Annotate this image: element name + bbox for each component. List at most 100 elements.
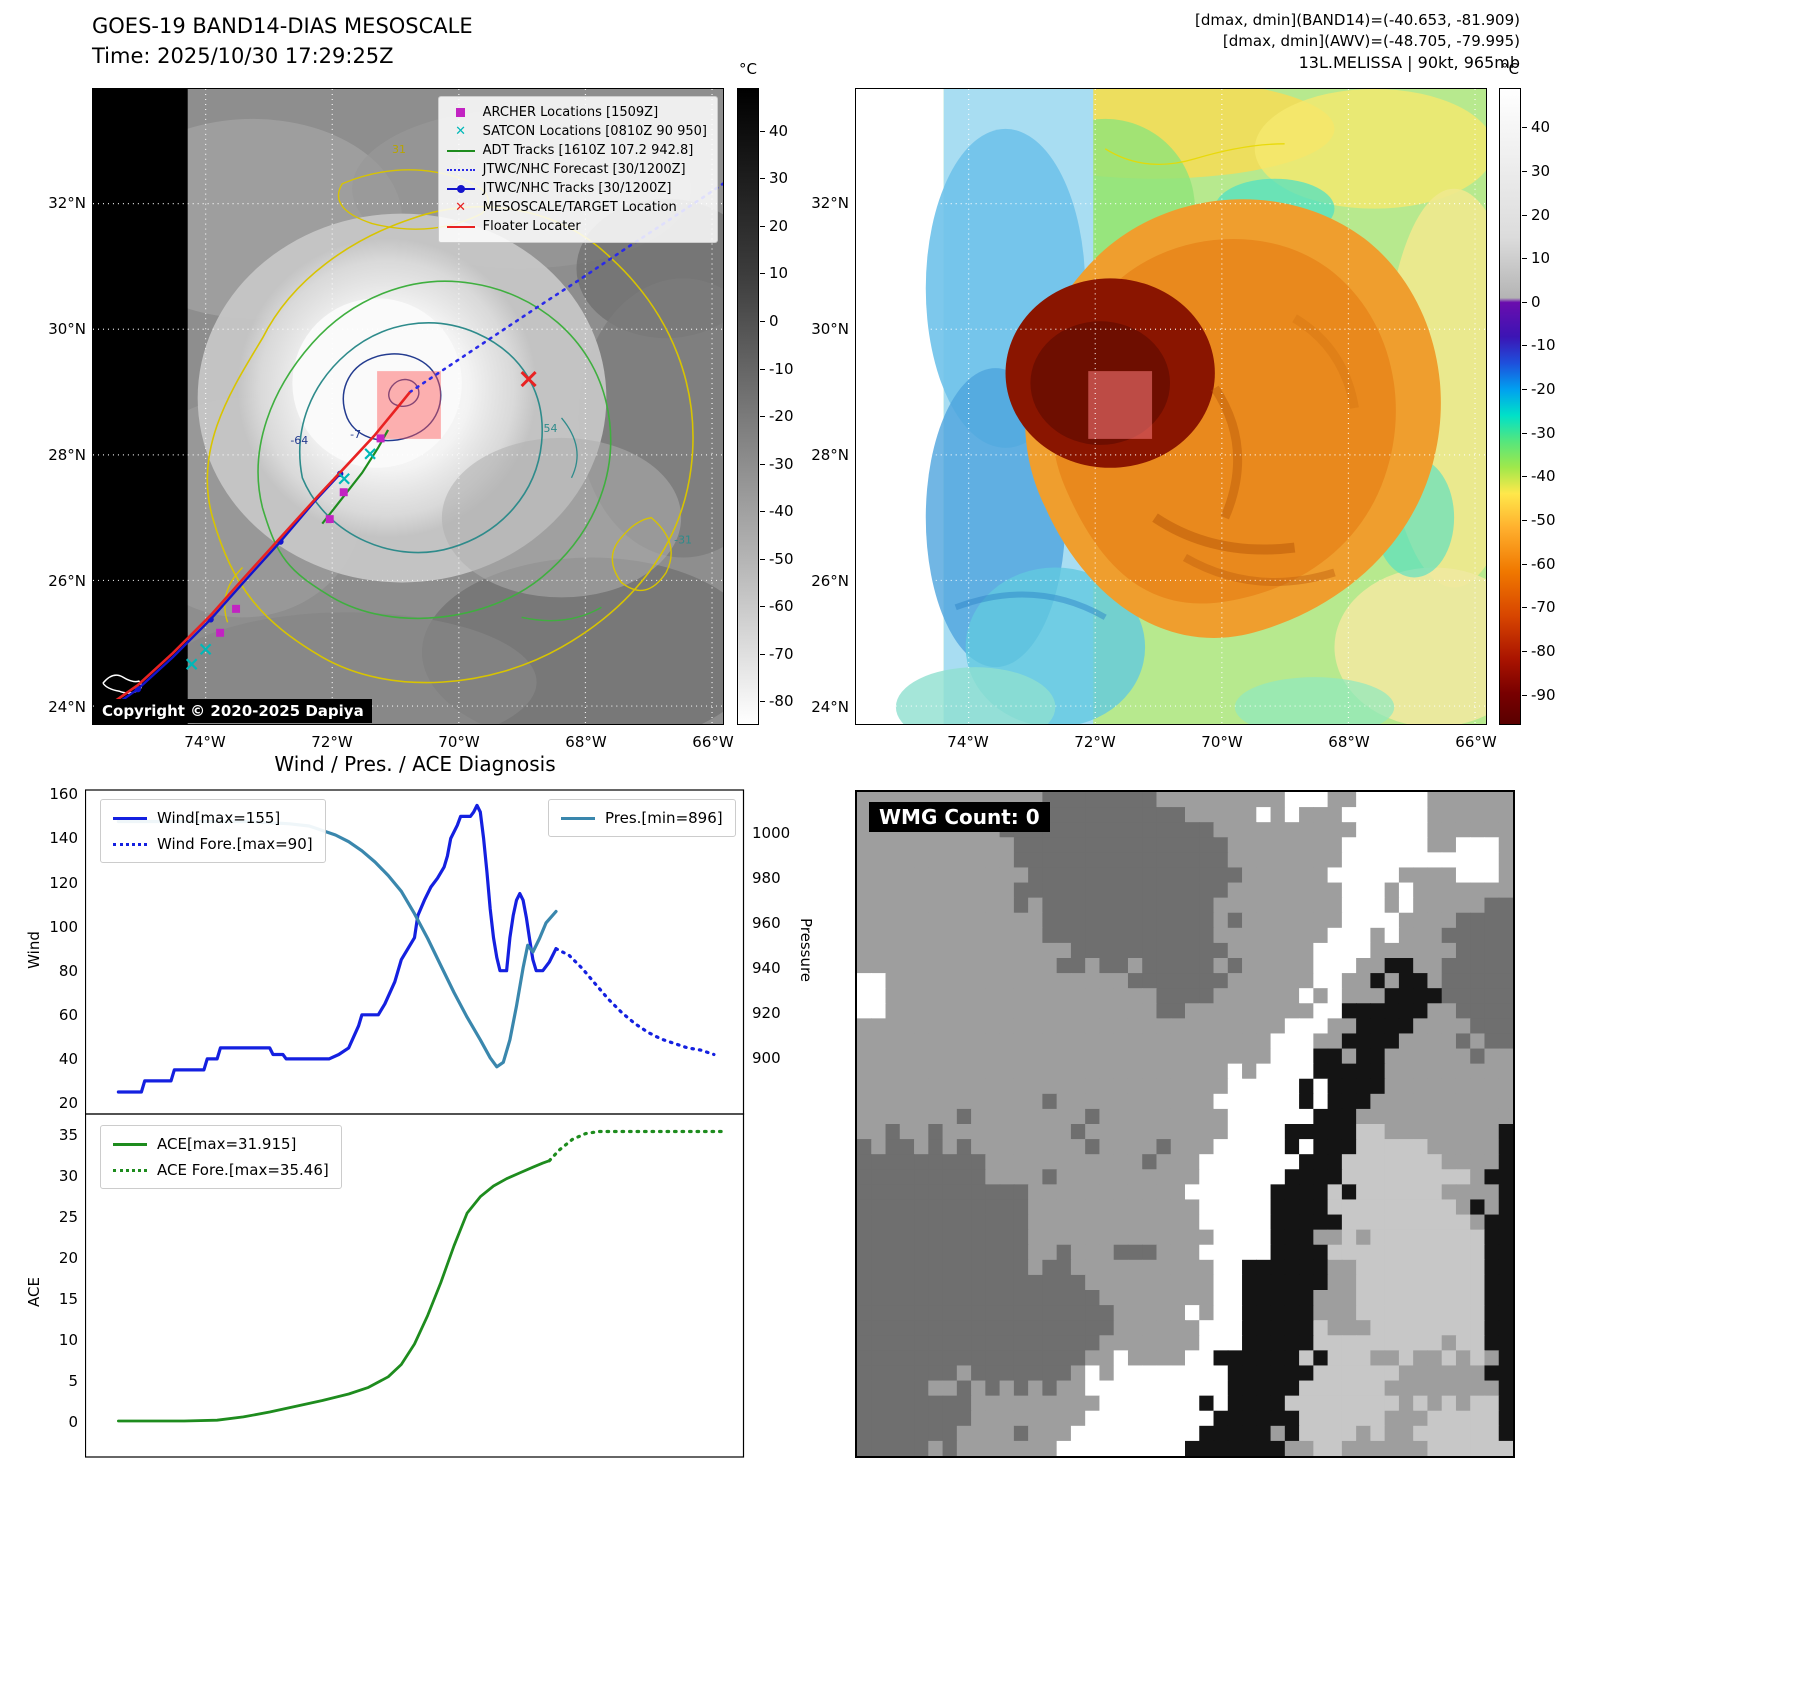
lat-tick-label: 32°N	[48, 194, 86, 212]
colorbar-tick-mark	[760, 511, 765, 513]
ace-legend: ACE[max=31.915] ACE Fore.[max=35.46]	[100, 1125, 342, 1189]
line-marker-icon	[446, 149, 475, 152]
colorbar-tick-label: -60	[769, 597, 794, 616]
awv-colorbar: °C 40 30 20 10 0 -10 -20 -30 -40 -50 -60 -70 -80 -90	[1499, 60, 1589, 725]
archer-marker	[232, 604, 241, 613]
colorbar-tick-mark	[760, 178, 765, 180]
colorbar-unit-label: °C	[1501, 60, 1519, 78]
wmg-panel: WMG Count: 0	[855, 790, 1515, 1458]
lon-tick-label: 66°W	[1455, 733, 1497, 751]
colorbar-tick-label: 0	[769, 311, 779, 330]
legend-marker-x: ✕	[443, 201, 479, 214]
colorbar-tick-mark	[760, 368, 765, 370]
colorbar-tick-label: 40	[1531, 118, 1551, 137]
lon-tick-label: 72°W	[311, 733, 353, 751]
legend-marker-line	[443, 225, 479, 228]
colorbar-tick-mark	[760, 701, 765, 703]
contour-label: -7	[350, 428, 361, 441]
line-marker-icon	[446, 225, 475, 228]
lon-tick-label: 70°W	[438, 733, 480, 751]
colorbar-tick-label: -70	[1531, 598, 1556, 617]
wind-legend: Wind[max=155] Wind Fore.[max=90]	[100, 799, 326, 863]
colorbar-tick-label: -50	[1531, 510, 1556, 529]
archer-marker	[339, 488, 348, 497]
ir-imagery	[856, 89, 1486, 724]
legend-marker-line-dot	[443, 184, 479, 193]
legend-item: Floater Locater	[443, 217, 707, 236]
lat-tick-label: 24°N	[48, 698, 86, 716]
colorbar-tick-mark	[1522, 170, 1527, 172]
x-marker-icon: ✕	[455, 124, 467, 139]
colorbar-tick-label: -30	[769, 454, 794, 473]
lat-tick-label: 24°N	[811, 698, 849, 716]
archer-marker	[216, 628, 225, 637]
pressure-tick-label: 920	[752, 1003, 781, 1022]
wind-tick-label: 160	[49, 785, 78, 804]
colorbar-tick-mark	[1522, 127, 1527, 129]
satcon-marker	[185, 658, 198, 670]
colorbar-tick-label: -50	[769, 549, 794, 568]
colorbar-tick-label: -70	[769, 644, 794, 663]
wind-axis-label: Wind	[25, 931, 43, 969]
contour-labels: -64 -7 54 -31 31	[290, 143, 692, 547]
wind-tick-label: 40	[58, 1049, 78, 1068]
chart-title: Wind / Pres. / ACE Diagnosis	[274, 752, 556, 776]
target-x-marker	[520, 371, 537, 388]
ace-axes-box	[85, 1113, 745, 1458]
storm-id-intensity: 13L.MELISSA | 90kt, 965mb	[1298, 53, 1520, 72]
legend-marker-x: ✕	[443, 125, 479, 138]
legend-item-label: Floater Locater	[482, 219, 581, 234]
legend-item-label: JTWC/NHC Forecast [30/1200Z]	[482, 162, 686, 177]
legend-entry-label: Wind[max=155]	[157, 809, 281, 827]
lat-tick-label: 30°N	[811, 320, 849, 338]
colorbar-tick-mark	[760, 416, 765, 417]
lon-tick-label: 70°W	[1201, 733, 1243, 751]
colorbar-tick-label: 10	[1531, 249, 1551, 268]
colorbar-tick-label: -80	[769, 692, 794, 711]
colorbar-tick-label: -20	[769, 407, 794, 425]
colorbar-tick-mark	[760, 558, 765, 560]
panel-title: GOES-19 BAND14-DIAS MESOSCALE	[92, 14, 473, 38]
legend-item: ✕ MESOSCALE/TARGET Location	[443, 198, 707, 217]
wind-pres-ace-chart	[85, 789, 745, 1458]
legend-entry: Pres.[min=896]	[561, 805, 723, 831]
legend-item-label: JTWC/NHC Tracks [30/1200Z]	[482, 181, 672, 196]
pressure-legend: Pres.[min=896]	[548, 799, 736, 837]
awv-map	[855, 88, 1487, 725]
colorbar-tick-mark	[1522, 563, 1527, 565]
legend-entry: ACE Fore.[max=35.46]	[113, 1157, 329, 1183]
contour-label: 31	[392, 143, 406, 156]
storm-stats-header: [dmax, dmin](BAND14)=(-40.653, -81.909) …	[1195, 10, 1520, 73]
colorbar-tick-mark	[1522, 607, 1527, 609]
colorbar-tick-mark	[760, 463, 765, 465]
lon-tick-label: 74°W	[947, 733, 989, 751]
wind-tick-label: 80	[58, 961, 78, 980]
legend-item-label: MESOSCALE/TARGET Location	[482, 200, 677, 215]
legend-item: JTWC/NHC Forecast [30/1200Z]	[443, 160, 707, 179]
legend-marker-square	[443, 108, 479, 117]
wind-tick-label: 60	[58, 1005, 78, 1024]
legend-entry: ACE[max=31.915]	[113, 1131, 329, 1157]
line-dot-marker-icon	[446, 184, 475, 193]
colorbar-tick-label: -90	[1531, 685, 1556, 704]
lon-tick-label: 66°W	[692, 733, 734, 751]
lat-tick-label: 30°N	[48, 320, 86, 338]
legend-line-sample	[113, 1168, 147, 1172]
lon-tick-label: 68°W	[1328, 733, 1370, 751]
x-marker-icon: ✕	[455, 200, 467, 215]
lon-tick-label: 72°W	[1074, 733, 1116, 751]
pressure-axis-label: Pressure	[797, 917, 815, 983]
colorbar-tick-mark	[760, 130, 765, 132]
map-legend: ARCHER Locations [1509Z] ✕ SATCON Location…	[437, 96, 718, 243]
dot	[456, 184, 465, 193]
colorbar-tick-label: 10	[769, 264, 789, 283]
colorbar-tick-label: -10	[1531, 336, 1556, 355]
legend-item-label: ARCHER Locations [1509Z]	[482, 105, 659, 120]
ace-tick-label: 30	[58, 1167, 78, 1186]
series-Wind[max=155]	[116, 803, 558, 1094]
band14-map: -64 -7 54 -31 31	[92, 88, 724, 725]
legend-item-label: SATCON Locations [0810Z 90 950]	[482, 124, 707, 139]
floater-track-line	[94, 391, 411, 717]
lat-tick-label: 26°N	[48, 572, 86, 590]
